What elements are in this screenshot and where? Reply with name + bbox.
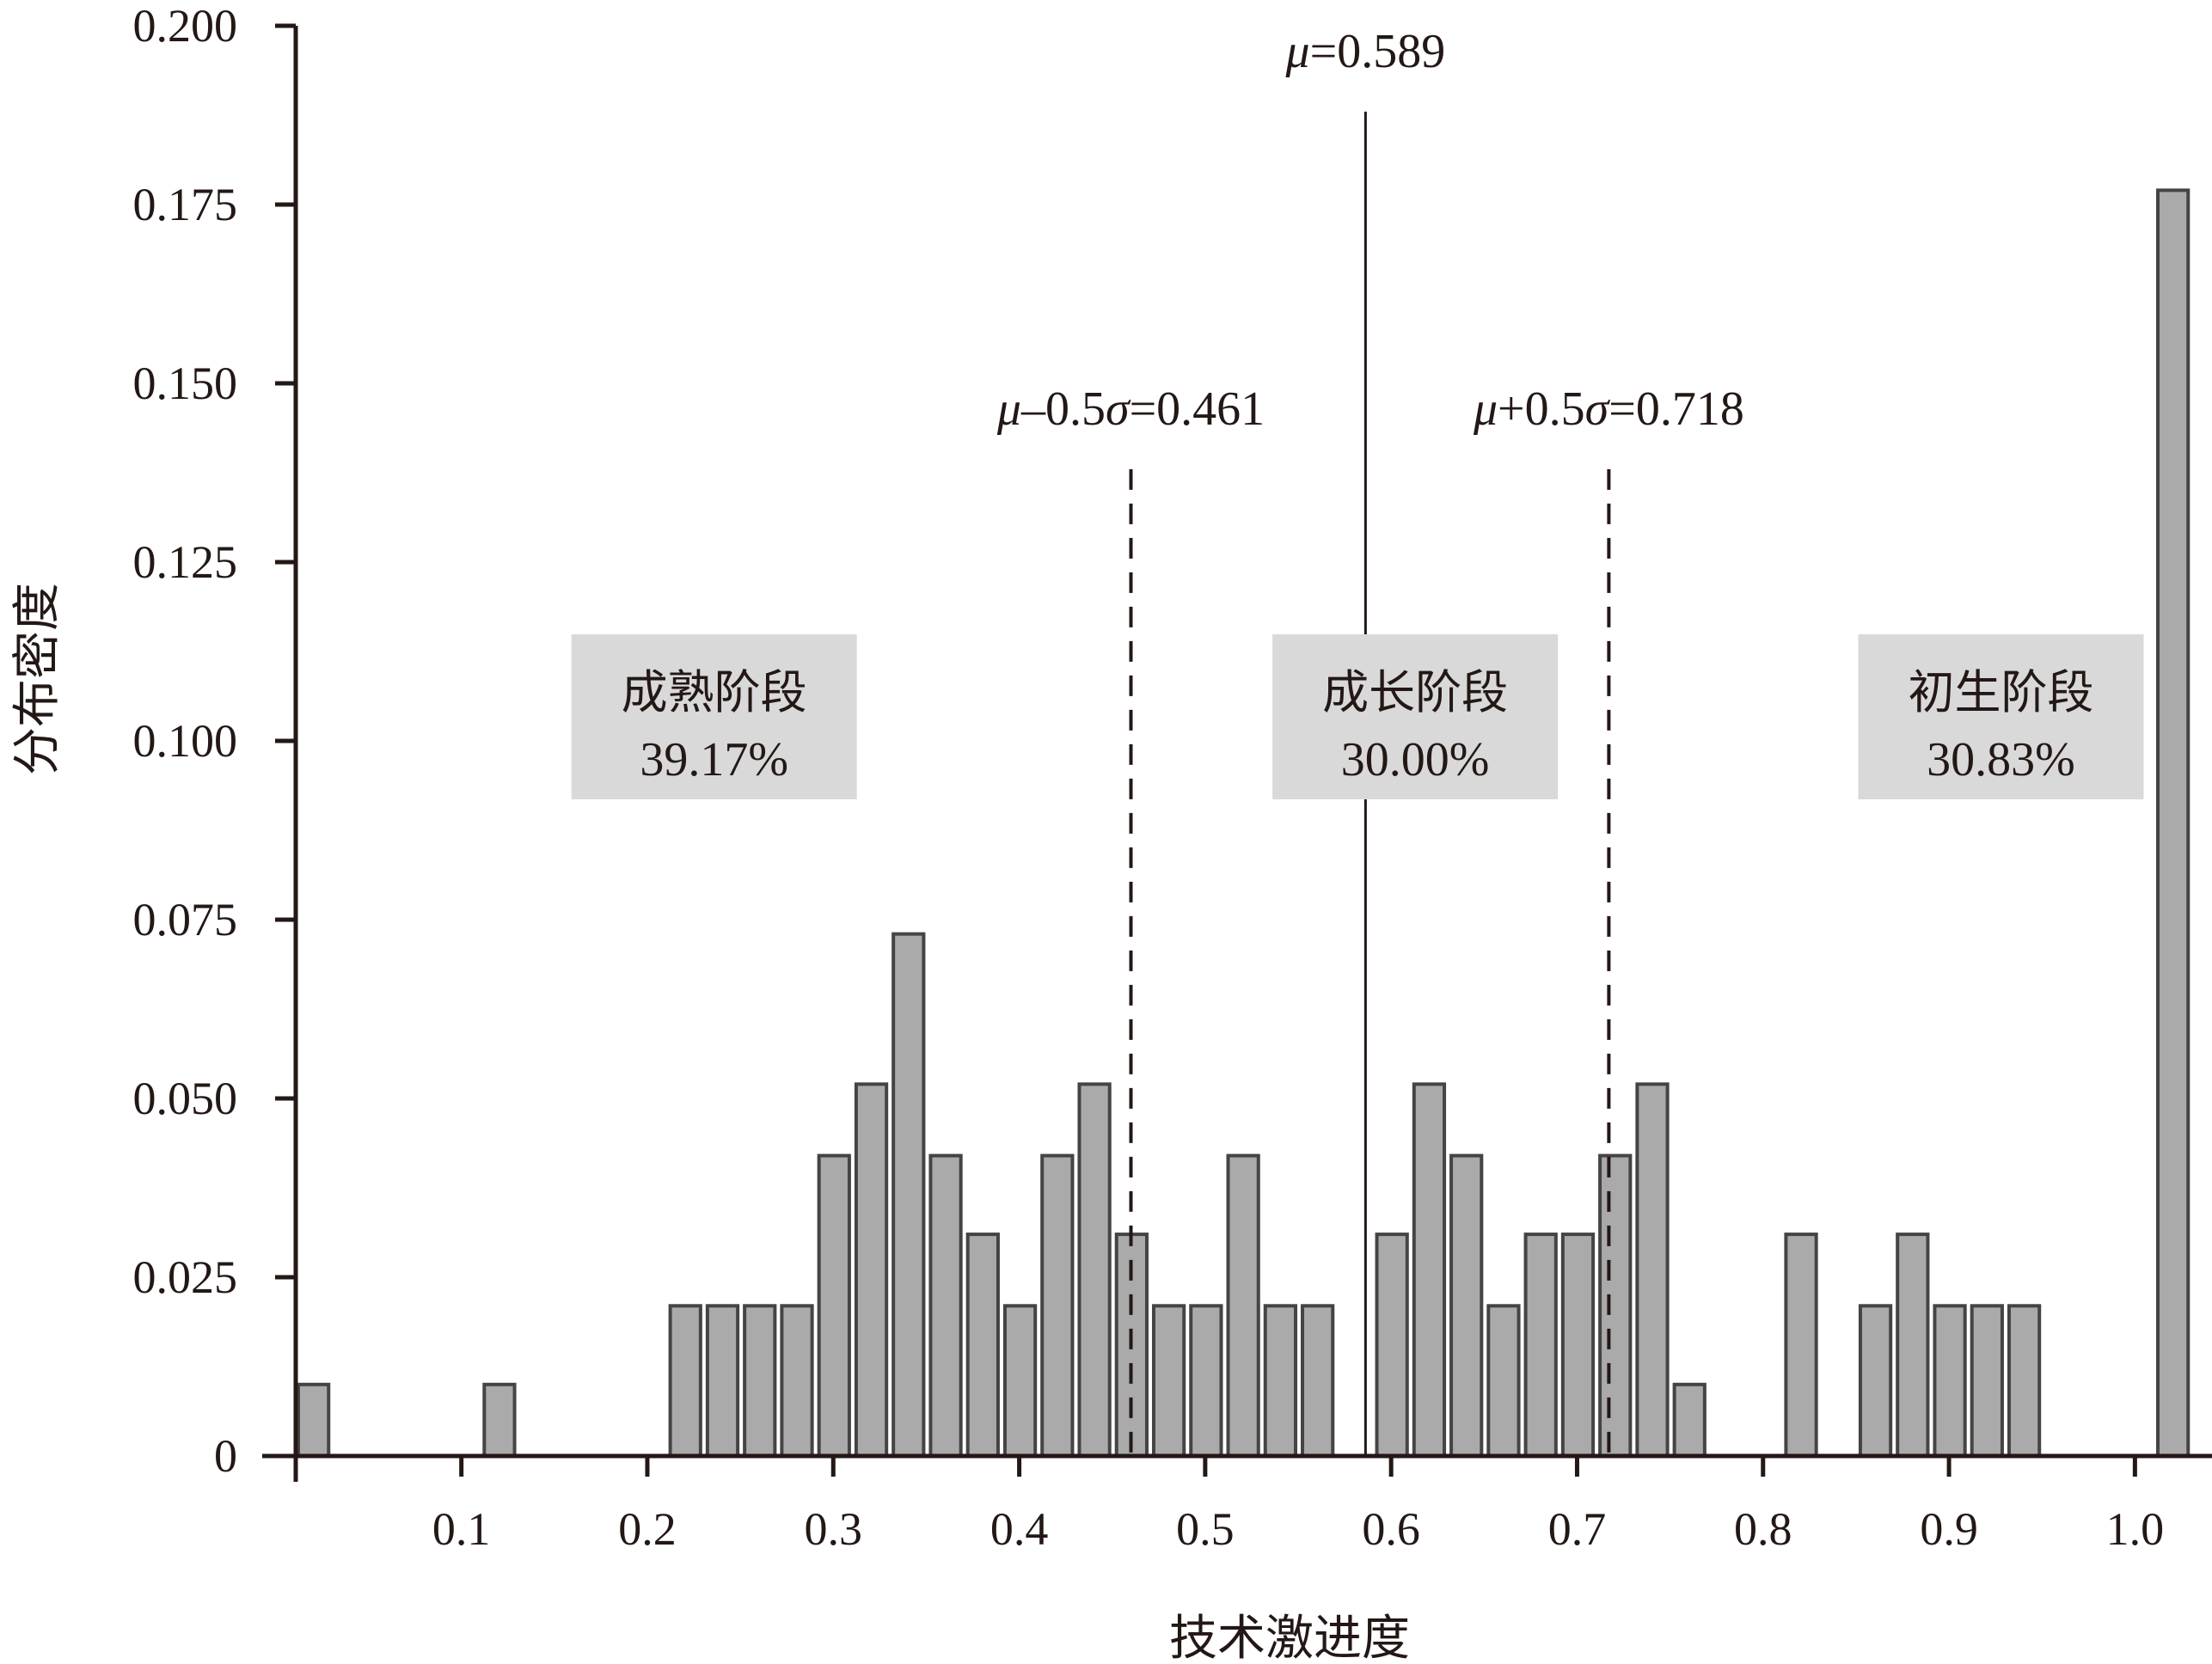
y-axis-title: 分布密度: [9, 583, 65, 775]
histogram-bar: [1858, 1304, 1893, 1459]
stage-box: [1858, 634, 2144, 799]
histogram-bar: [854, 1082, 889, 1458]
stage-title: 初生阶段: [1908, 665, 2093, 719]
y-tick-label: 0.025: [133, 1251, 238, 1303]
x-axis-title: 技术激进度: [1169, 1611, 1410, 1664]
label-part: μ: [1473, 382, 1498, 436]
x-tick-label: 1.0: [2106, 1503, 2165, 1555]
histogram-bar: [1263, 1304, 1298, 1459]
histogram-bar: [2007, 1304, 2042, 1459]
histogram-bar: [1784, 1233, 1818, 1458]
histogram-bar: [743, 1304, 777, 1459]
histogram-bar: [817, 1153, 851, 1459]
histogram-bar: [1077, 1082, 1112, 1458]
histogram-bar: [1672, 1382, 1706, 1459]
label-part: =0.589: [1310, 25, 1446, 78]
histogram-bar: [705, 1304, 740, 1459]
stage-box: [571, 634, 857, 799]
x-tick-label: 0.9: [1920, 1503, 1978, 1555]
y-tick-label: 0.200: [133, 0, 238, 52]
stage-emerging-annotation: 初生阶段 30.83%: [1858, 634, 2144, 799]
x-ticks-group: 0.1 0.2 0.3 0.4 0.5 0.6 0.7 0.8 0.9 1.0: [293, 1456, 2165, 1555]
stage-percent: 39.17%: [640, 733, 788, 786]
histogram-bar: [780, 1304, 814, 1459]
y-ticks-group: 0 0.025 0.050 0.075 0.100 0.125 0.150 0.175 0.20…: [133, 0, 296, 1482]
label-part: =0.718: [1608, 382, 1744, 436]
histogram-bar: [1635, 1082, 1670, 1458]
histogram-bar: [1523, 1233, 1558, 1458]
histogram-bar: [482, 1382, 517, 1459]
label-part: +0.5: [1498, 382, 1585, 436]
mean-plus-half-sigma-label: μ+0.5σ=0.718: [1473, 382, 1744, 436]
histogram-bar: [1449, 1153, 1484, 1459]
y-tick-label: 0.125: [133, 536, 238, 588]
histogram-bar: [1933, 1304, 1967, 1459]
y-tick-label: 0.075: [133, 894, 238, 945]
histogram-bar: [1002, 1304, 1038, 1459]
histogram-bar: [1226, 1153, 1260, 1459]
stage-box: [1272, 634, 1559, 799]
y-tick-label: 0.150: [133, 358, 238, 409]
label-part: σ: [1585, 382, 1611, 436]
histogram-bar: [1896, 1233, 1930, 1458]
histogram-bar: [965, 1233, 1000, 1458]
mean-minus-half-sigma-label: μ–0.5σ=0.461: [996, 382, 1265, 436]
stage-growth-annotation: 成长阶段 30.00%: [1272, 634, 1559, 799]
x-tick-label: 0.6: [1362, 1503, 1420, 1555]
x-tick-label: 0.1: [432, 1503, 491, 1555]
histogram-bar: [1375, 1233, 1409, 1458]
histogram-bar: [1598, 1153, 1633, 1459]
histogram-bar: [1486, 1304, 1521, 1459]
x-tick-label: 0.7: [1548, 1503, 1607, 1555]
histogram-bar: [1189, 1304, 1223, 1459]
label-part: –0.5: [1020, 382, 1106, 436]
stage-title: 成熟阶段: [622, 665, 807, 719]
stage-title: 成长阶段: [1322, 665, 1508, 719]
mean-label: μ=0.589: [1285, 25, 1446, 78]
histogram-bar: [892, 932, 926, 1458]
label-part: μ: [1285, 25, 1310, 78]
y-tick-label: 0: [214, 1430, 237, 1482]
stage-percent: 30.83%: [1927, 733, 2075, 786]
axes-group: [262, 26, 2212, 1482]
bars-group: [297, 188, 2191, 1459]
y-tick-label: 0.050: [133, 1073, 238, 1124]
label-part: σ: [1106, 382, 1131, 436]
histogram-bar: [668, 1304, 702, 1459]
histogram-bar: [1040, 1153, 1075, 1459]
histogram-bar: [297, 1382, 331, 1459]
stage-annotations-group: 成熟阶段 39.17% 成长阶段 30.00% 初生阶段 30.83%: [571, 634, 2144, 799]
label-part: μ: [996, 382, 1021, 436]
x-tick-label: 0.5: [1176, 1503, 1235, 1555]
histogram-bar: [928, 1153, 963, 1459]
histogram-bar: [1301, 1304, 1335, 1459]
label-part: =0.461: [1130, 382, 1265, 436]
stage-percent: 30.00%: [1341, 733, 1490, 786]
histogram-bar: [1412, 1082, 1447, 1458]
x-tick-label: 0.2: [618, 1503, 677, 1555]
stage-mature-annotation: 成熟阶段 39.17%: [571, 634, 857, 799]
y-tick-label: 0.100: [133, 715, 238, 767]
histogram-bar: [1151, 1304, 1186, 1459]
x-tick-label: 0.4: [990, 1503, 1049, 1555]
x-tick-label: 0.8: [1734, 1503, 1792, 1555]
histogram-bar: [2156, 188, 2191, 1459]
histogram-bar: [1970, 1304, 2004, 1459]
y-tick-label: 0.175: [133, 179, 238, 230]
histogram-bar: [1560, 1233, 1596, 1458]
x-tick-label: 0.3: [805, 1503, 863, 1555]
